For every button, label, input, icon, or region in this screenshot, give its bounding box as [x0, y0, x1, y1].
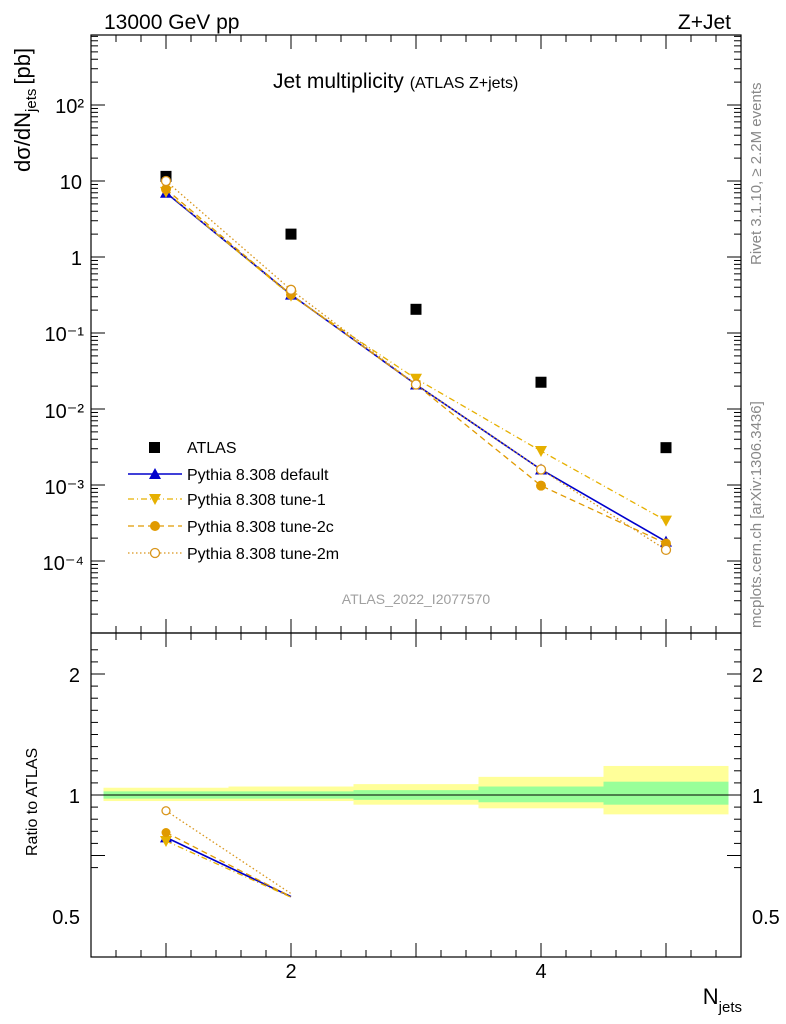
- ratio-band-inner-4: [603, 781, 729, 805]
- series-3-point-3: [536, 480, 546, 491]
- ratio-line-1: [165, 840, 292, 898]
- series-4-point-4: [660, 544, 672, 556]
- ratio-tick-label-1-left: 1: [69, 786, 80, 808]
- y-tick-label-1e-2: 10⁻²: [45, 401, 85, 423]
- legend-marker-default: [149, 468, 161, 479]
- y-tick-label-10: 10: [60, 172, 82, 194]
- rivet-version-text: Rivet 3.1.10, ≥ 2.2M events: [748, 83, 765, 266]
- ratio-tick-label-1-right: 1: [752, 786, 763, 808]
- ratio-line-0: [165, 836, 292, 898]
- legend-label-default: Pythia 8.308 default: [187, 467, 329, 484]
- legend-marker-tune-2m: [149, 547, 161, 559]
- mcplots-reference-text: mcplots.cern.ch [arXiv:1306.3436]: [748, 401, 765, 628]
- y-axis-label-unit: [pb]: [10, 48, 35, 85]
- ratio-series-1-point-0: [160, 835, 172, 847]
- legend: ATLAS Pythia 8.308 default Pythia 8.308 …: [128, 440, 339, 563]
- main-panel-frame: [90, 34, 742, 634]
- legend-marker-tune-2c: [150, 521, 160, 531]
- ratio-bands: [103, 765, 729, 815]
- series-2-point-4: [660, 515, 672, 527]
- ratio-tick-label-2-right: 2: [752, 665, 763, 687]
- y-tick-labels: 10⁻⁴ 10⁻³ 10⁻² 10⁻¹ 1 10 10²: [43, 96, 85, 575]
- y-tick-label-1e-1: 10⁻¹: [45, 324, 85, 346]
- series-0-point-4: [660, 442, 672, 454]
- chart-title: Jet multiplicity (ATLAS Z+jets): [273, 70, 518, 93]
- y-tick-label-1e-4: 10⁻⁴: [43, 553, 84, 575]
- legend-label-tune-2c: Pythia 8.308 tune-2c: [187, 519, 334, 536]
- ratio-axis-label: Ratio to ATLAS: [24, 748, 41, 856]
- ratio-tick-label-0.5-left: 0.5: [52, 907, 80, 929]
- ratio-band-inner-3: [478, 786, 604, 803]
- series-4-point-2: [410, 379, 422, 390]
- legend-marker-atlas: [149, 442, 160, 453]
- ratio-series-3-point-0: [161, 806, 171, 816]
- series-line-3: [165, 188, 667, 545]
- ratio-tick-label-2-left: 2: [69, 665, 80, 687]
- series-4-point-1: [285, 284, 297, 295]
- series-3-point-0: [161, 184, 171, 195]
- x-axis-label-sub: jets: [718, 999, 742, 1016]
- x-axis-label: Njets: [703, 984, 742, 1016]
- ratio-series-2-point-0: [161, 828, 171, 838]
- x-tick-label-4: 4: [535, 961, 546, 983]
- series-line-1: [165, 192, 667, 543]
- analysis-id: ATLAS_2022_I2077570: [342, 591, 491, 607]
- ratio-tick-label-0.5-right: 0.5: [752, 907, 780, 929]
- ratio-line-3: [165, 810, 292, 895]
- legend-label-tune-1: Pythia 8.308 tune-1: [187, 492, 326, 509]
- header-right: Z+Jet: [678, 11, 731, 34]
- series-0-point-3: [535, 376, 547, 388]
- y-tick-label-1e-3: 10⁻³: [45, 477, 85, 499]
- legend-label-atlas: ATLAS: [187, 440, 237, 457]
- legend-marker-tune-1: [149, 494, 161, 505]
- x-tick-label-2: 2: [285, 961, 296, 983]
- series-0-point-2: [410, 303, 422, 315]
- axis-ticks: [91, 35, 741, 957]
- y-axis-label: dσ/dNjets[pb]: [10, 48, 40, 172]
- ratio-series-lines: [160, 806, 292, 898]
- y-tick-label-1: 1: [71, 248, 82, 270]
- y-axis-label-sub: jets: [23, 89, 40, 113]
- ratio-line-2: [165, 831, 292, 898]
- main-series-markers: [160, 170, 672, 556]
- series-2-point-3: [535, 446, 547, 458]
- series-2-point-2: [410, 373, 422, 385]
- chart-subtitle: (ATLAS Z+jets): [410, 75, 519, 92]
- series-0-point-1: [285, 228, 297, 240]
- y-tick-label-100: 10²: [55, 96, 84, 118]
- series-4-point-3: [535, 464, 547, 475]
- series-4-point-0: [160, 175, 172, 187]
- legend-label-tune-2m: Pythia 8.308 tune-2m: [187, 546, 339, 563]
- header-left: 13000 GeV pp: [104, 11, 239, 34]
